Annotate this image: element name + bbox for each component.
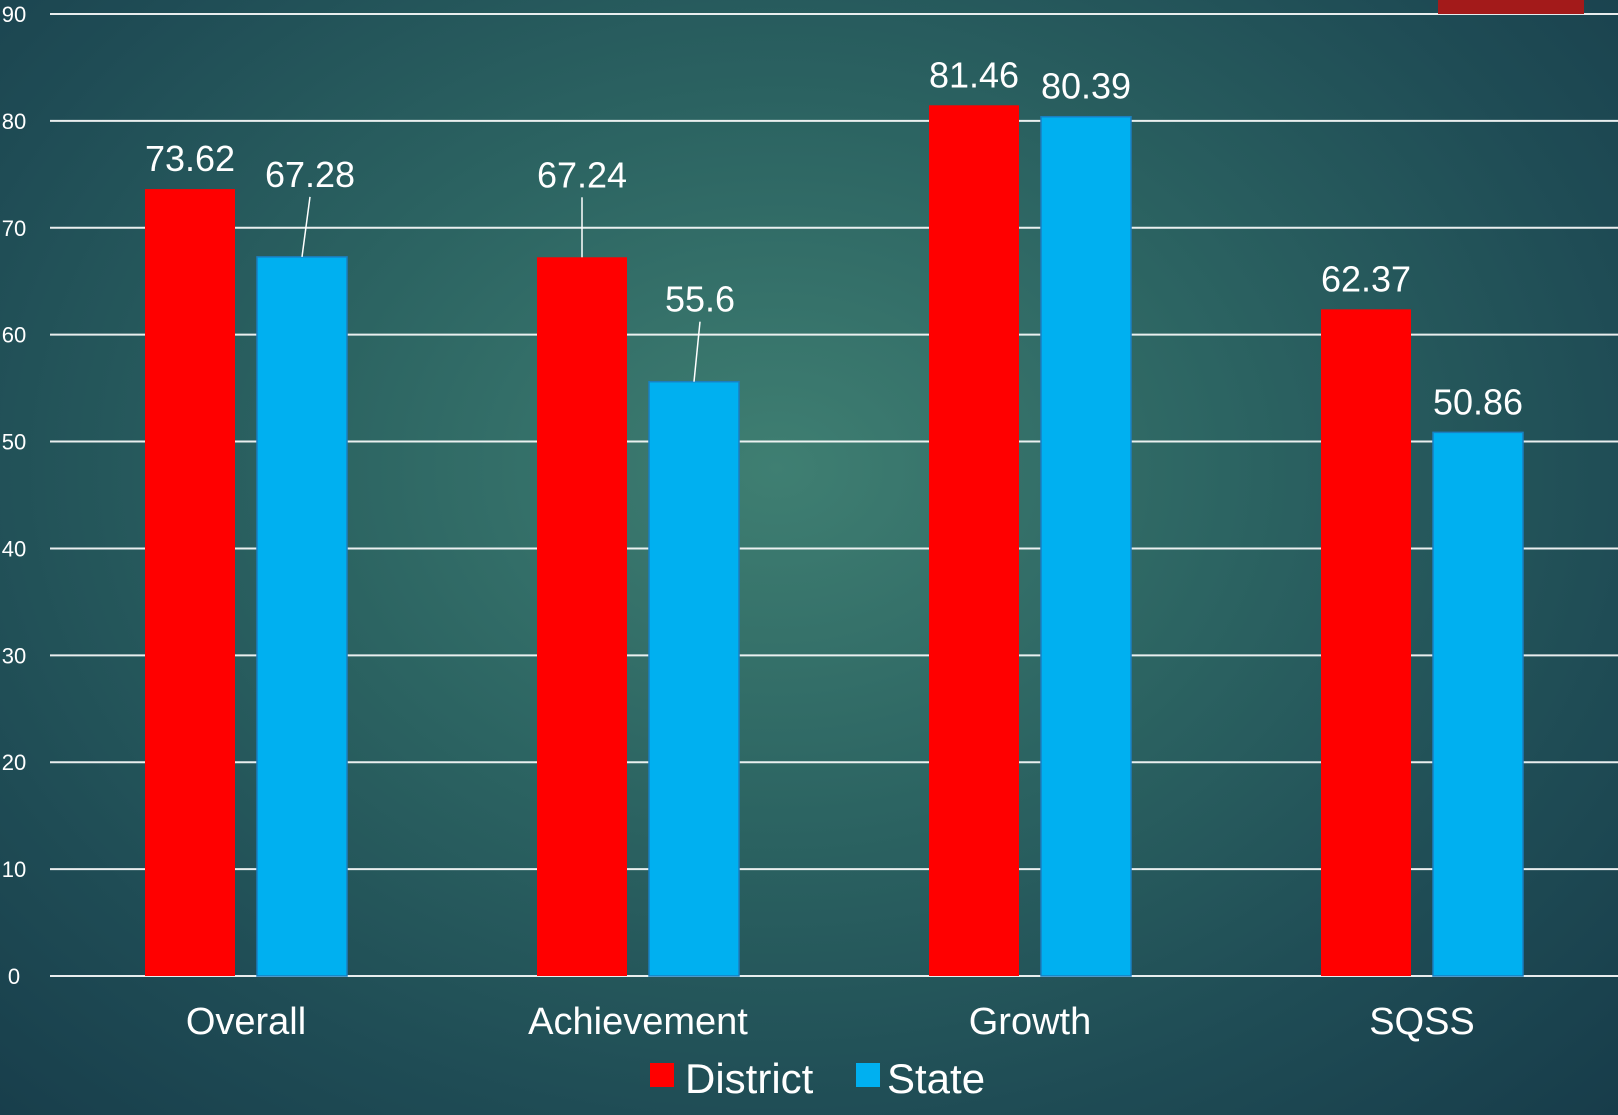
y-tick-label-80: 80 xyxy=(2,109,26,134)
y-tick-label-50: 50 xyxy=(2,430,26,455)
y-tick-label-90: 90 xyxy=(2,2,26,27)
legend-swatch-district xyxy=(650,1063,674,1087)
bar-state-achievement xyxy=(648,380,740,977)
y-tick-label-20: 20 xyxy=(2,750,26,775)
legend-item-district: District xyxy=(650,1055,814,1102)
data-label-state-growth: 80.39 xyxy=(1041,66,1131,107)
data-label-district-growth: 81.46 xyxy=(929,54,1019,95)
leader-line-state-achievement xyxy=(693,321,701,382)
data-label-district-overall: 73.62 xyxy=(145,138,235,179)
data-label-state-sqss: 50.86 xyxy=(1433,381,1523,422)
bar-state-overall xyxy=(256,256,348,977)
x-category-label-achievement: Achievement xyxy=(528,1001,748,1043)
x-category-label-growth: Growth xyxy=(969,1001,1091,1043)
data-label-district-sqss: 62.37 xyxy=(1321,258,1411,299)
legend-swatch-state xyxy=(856,1063,880,1087)
bar-district-growth xyxy=(929,105,1019,977)
x-category-label-overall: Overall xyxy=(186,1001,306,1043)
y-tick-label-0: 0 xyxy=(8,964,20,989)
corner-accent-bar xyxy=(1438,0,1584,14)
y-tick-label-10: 10 xyxy=(2,857,26,882)
y-tick-label-30: 30 xyxy=(2,643,26,668)
legend-label-state: State xyxy=(887,1055,985,1102)
y-tick-label-60: 60 xyxy=(2,323,26,348)
y-tick-label-40: 40 xyxy=(2,536,26,561)
data-label-state-overall: 67.28 xyxy=(265,154,355,195)
data-label-state-achievement: 55.6 xyxy=(665,279,735,320)
data-label-district-achievement: 67.24 xyxy=(537,154,627,195)
bar-district-overall xyxy=(145,189,235,977)
bar-state-sqss xyxy=(1432,431,1524,977)
leader-line-state-overall xyxy=(301,196,311,257)
x-category-label-sqss: SQSS xyxy=(1369,1001,1475,1043)
y-tick-label-70: 70 xyxy=(2,216,26,241)
bar-state-growth xyxy=(1040,115,1132,977)
bar-district-sqss xyxy=(1321,309,1411,977)
legend-label-district: District xyxy=(685,1055,814,1102)
bar-district-achievement xyxy=(537,257,627,976)
legend-item-state: State xyxy=(856,1055,985,1102)
